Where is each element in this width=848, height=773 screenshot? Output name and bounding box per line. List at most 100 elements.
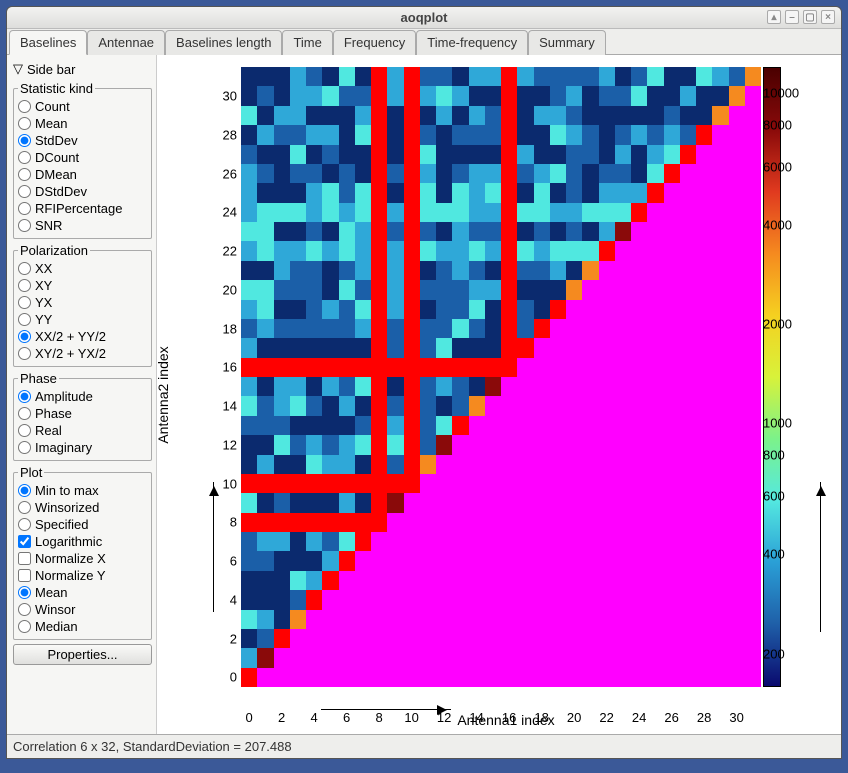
checkbox-input[interactable] bbox=[18, 552, 31, 565]
option-dmean[interactable]: DMean bbox=[18, 166, 147, 183]
heatmap-cell bbox=[387, 648, 403, 667]
heatmap-cell bbox=[371, 261, 387, 280]
heatmap-cell bbox=[664, 396, 680, 415]
option-normalize-x[interactable]: Normalize X bbox=[18, 550, 147, 567]
option-stddev[interactable]: StdDev bbox=[18, 132, 147, 149]
radio-input[interactable] bbox=[18, 407, 31, 420]
heatmap-cell bbox=[501, 648, 517, 667]
heatmap-cell bbox=[712, 338, 728, 357]
tab-baselines[interactable]: Baselines bbox=[9, 30, 87, 55]
tab-frequency[interactable]: Frequency bbox=[333, 30, 416, 55]
option-yx[interactable]: YX bbox=[18, 294, 147, 311]
minimize-icon[interactable]: – bbox=[785, 10, 799, 24]
radio-input[interactable] bbox=[18, 117, 31, 130]
option-imaginary[interactable]: Imaginary bbox=[18, 439, 147, 456]
close-icon[interactable]: × bbox=[821, 10, 835, 24]
radio-input[interactable] bbox=[18, 279, 31, 292]
option-yy[interactable]: YY bbox=[18, 311, 147, 328]
radio-input[interactable] bbox=[18, 620, 31, 633]
radio-input[interactable] bbox=[18, 441, 31, 454]
option-mean[interactable]: Mean bbox=[18, 584, 147, 601]
option-winsorized[interactable]: Winsorized bbox=[18, 499, 147, 516]
heatmap-cell bbox=[664, 300, 680, 319]
radio-input[interactable] bbox=[18, 347, 31, 360]
option-rfipercentage[interactable]: RFIPercentage bbox=[18, 200, 147, 217]
heatmap-cell bbox=[534, 474, 550, 493]
heatmap-cell bbox=[745, 145, 761, 164]
option-median[interactable]: Median bbox=[18, 618, 147, 635]
option-dstddev[interactable]: DStdDev bbox=[18, 183, 147, 200]
tab-time[interactable]: Time bbox=[282, 30, 332, 55]
radio-input[interactable] bbox=[18, 330, 31, 343]
sidebar-toggle[interactable]: ▽ Side bar bbox=[13, 59, 152, 81]
option-xy[interactable]: XY bbox=[18, 277, 147, 294]
heatmap-cell bbox=[501, 106, 517, 125]
radio-input[interactable] bbox=[18, 262, 31, 275]
option-real[interactable]: Real bbox=[18, 422, 147, 439]
colorbar-tick: 8000 bbox=[763, 118, 807, 133]
radio-input[interactable] bbox=[18, 424, 31, 437]
heatmap-cell bbox=[452, 551, 468, 570]
option-winsor[interactable]: Winsor bbox=[18, 601, 147, 618]
heatmap-cell bbox=[339, 164, 355, 183]
option-mean[interactable]: Mean bbox=[18, 115, 147, 132]
option-specified[interactable]: Specified bbox=[18, 516, 147, 533]
option-logarithmic[interactable]: Logarithmic bbox=[18, 533, 147, 550]
tab-summary[interactable]: Summary bbox=[528, 30, 606, 55]
rollup-icon[interactable]: ▴ bbox=[767, 10, 781, 24]
option-label: YY bbox=[35, 312, 52, 327]
heatmap-cell bbox=[582, 590, 598, 609]
checkbox-input[interactable] bbox=[18, 535, 31, 548]
heatmap-cell bbox=[550, 416, 566, 435]
radio-input[interactable] bbox=[18, 313, 31, 326]
tab-time-frequency[interactable]: Time-frequency bbox=[416, 30, 528, 55]
radio-input[interactable] bbox=[18, 151, 31, 164]
heatmap-cell bbox=[631, 300, 647, 319]
heatmap-cell bbox=[729, 261, 745, 280]
option-xx-2-yy-2[interactable]: XX/2 + YY/2 bbox=[18, 328, 147, 345]
heatmap-cell bbox=[729, 164, 745, 183]
heatmap-cell bbox=[306, 396, 322, 415]
radio-input[interactable] bbox=[18, 185, 31, 198]
radio-input[interactable] bbox=[18, 100, 31, 113]
radio-input[interactable] bbox=[18, 518, 31, 531]
radio-input[interactable] bbox=[18, 501, 31, 514]
tab-antennae[interactable]: Antennae bbox=[87, 30, 165, 55]
radio-input[interactable] bbox=[18, 296, 31, 309]
properties-button[interactable]: Properties... bbox=[13, 644, 152, 665]
option-count[interactable]: Count bbox=[18, 98, 147, 115]
option-phase[interactable]: Phase bbox=[18, 405, 147, 422]
heatmap-cell bbox=[452, 629, 468, 648]
heatmap-cell bbox=[696, 668, 712, 687]
option-xx[interactable]: XX bbox=[18, 260, 147, 277]
group-statistic-kind: Statistic kindCountMeanStdDevDCountDMean… bbox=[13, 81, 152, 239]
heatmap-cell bbox=[599, 338, 615, 357]
option-xy-2-yx-2[interactable]: XY/2 + YX/2 bbox=[18, 345, 147, 362]
maximize-icon[interactable]: ▢ bbox=[803, 10, 817, 24]
heatmap-cell bbox=[485, 629, 501, 648]
heatmap-cell bbox=[599, 416, 615, 435]
heatmap-cell bbox=[420, 668, 436, 687]
heatmap-cell bbox=[582, 513, 598, 532]
option-dcount[interactable]: DCount bbox=[18, 149, 147, 166]
heatmap-cell bbox=[745, 551, 761, 570]
radio-input[interactable] bbox=[18, 219, 31, 232]
heatmap-cell bbox=[534, 590, 550, 609]
option-normalize-y[interactable]: Normalize Y bbox=[18, 567, 147, 584]
heatmap-cell bbox=[599, 474, 615, 493]
tab-baselines-length[interactable]: Baselines length bbox=[165, 30, 282, 55]
radio-input[interactable] bbox=[18, 202, 31, 215]
radio-input[interactable] bbox=[18, 603, 31, 616]
radio-input[interactable] bbox=[18, 390, 31, 403]
radio-input[interactable] bbox=[18, 586, 31, 599]
radio-input[interactable] bbox=[18, 484, 31, 497]
option-amplitude[interactable]: Amplitude bbox=[18, 388, 147, 405]
option-snr[interactable]: SNR bbox=[18, 217, 147, 234]
radio-input[interactable] bbox=[18, 168, 31, 181]
heatmap-cell bbox=[274, 183, 290, 202]
heatmap-cell bbox=[469, 416, 485, 435]
option-min-to-max[interactable]: Min to max bbox=[18, 482, 147, 499]
heatmap-cell bbox=[501, 203, 517, 222]
checkbox-input[interactable] bbox=[18, 569, 31, 582]
radio-input[interactable] bbox=[18, 134, 31, 147]
